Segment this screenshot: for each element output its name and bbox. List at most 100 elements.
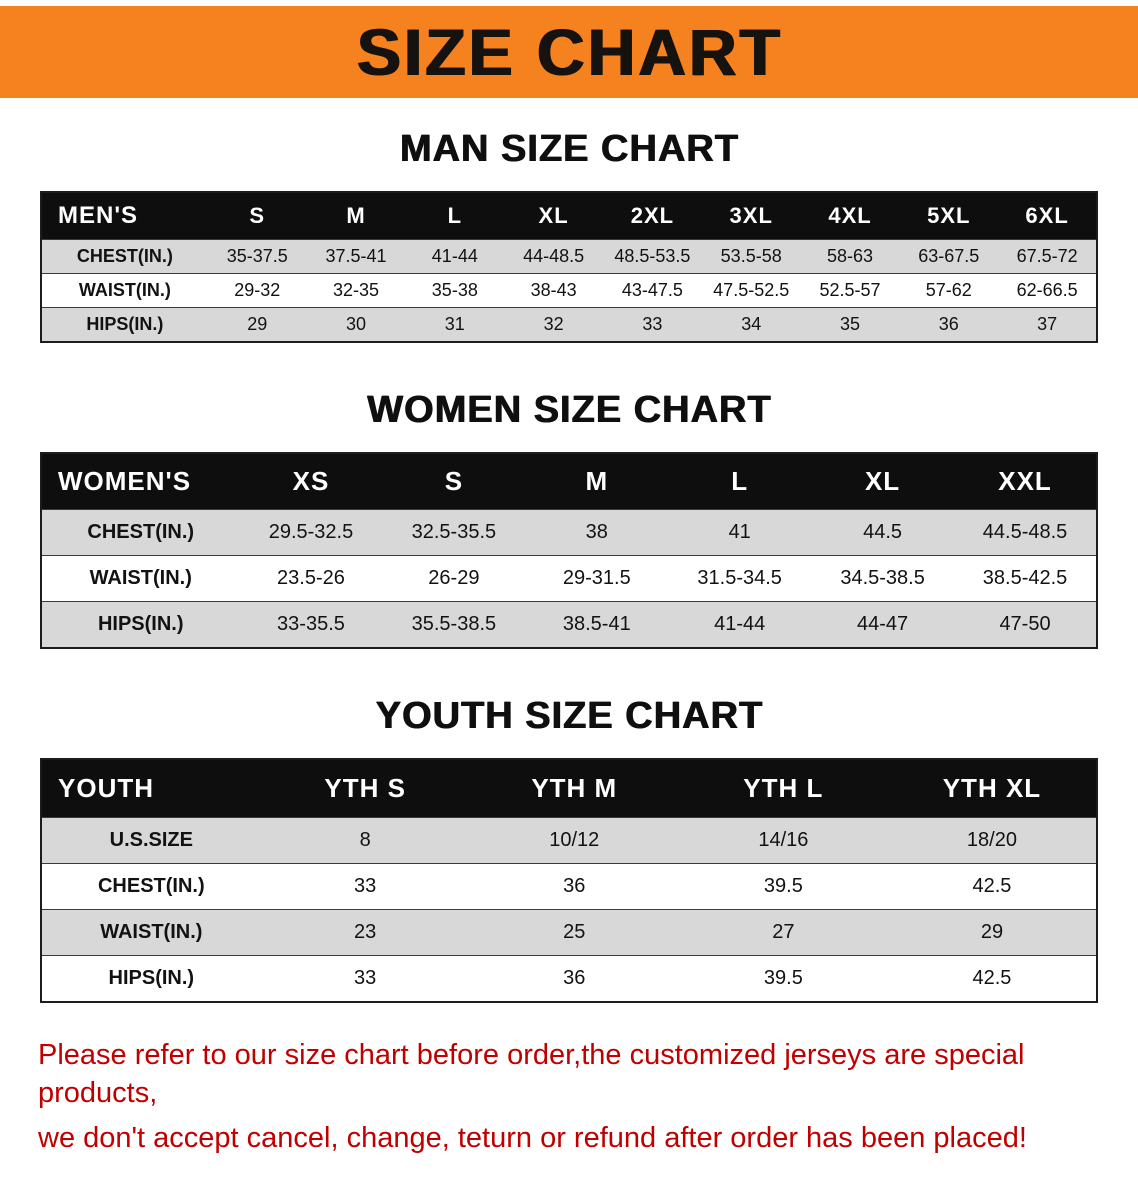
size-column-header: XXL bbox=[954, 453, 1097, 510]
table-row: HIPS(IN.) 33 36 39.5 42.5 bbox=[41, 955, 1097, 1002]
size-value-cell: 10/12 bbox=[469, 817, 679, 864]
size-value-cell: 44-47 bbox=[811, 601, 955, 648]
size-value-cell: 38.5-41 bbox=[525, 601, 669, 648]
size-value-cell: 33 bbox=[260, 863, 470, 910]
size-value-cell: 34.5-38.5 bbox=[811, 555, 955, 602]
banner: SIZE CHART bbox=[0, 6, 1138, 98]
men-size-table: MEN'S S M L XL 2XL 3XL 4XL 5XL 6XL CHEST(IN.) 35-37… bbox=[40, 191, 1098, 343]
size-value-cell: 41 bbox=[668, 509, 812, 556]
size-value-cell: 41-44 bbox=[405, 239, 505, 274]
table-row: CHEST(IN.) 35-37.5 37.5-41 41-44 44-48.5 48.5… bbox=[41, 239, 1097, 274]
size-value-cell: 39.5 bbox=[678, 863, 888, 910]
size-column-header: M bbox=[525, 453, 669, 510]
youth-size-heading: YOUTH SIZE CHART bbox=[375, 695, 763, 737]
table-header-row: MEN'S S M L XL 2XL 3XL 4XL 5XL 6XL bbox=[41, 192, 1097, 240]
youth-size-table: YOUTH YTH S YTH M YTH L YTH XL U.S.SIZE 8 10/12… bbox=[40, 758, 1098, 1003]
men-size-section: MAN SIZE CHART MEN'S S M L XL 2XL 3XL 4XL 5XL 6XL… bbox=[0, 128, 1138, 343]
size-value-cell: 23 bbox=[260, 909, 470, 956]
table-corner-label: WOMEN'S bbox=[41, 453, 240, 510]
size-value-cell: 33 bbox=[260, 955, 470, 1002]
size-value-cell: 37.5-41 bbox=[306, 239, 406, 274]
size-column-header: YTH XL bbox=[887, 759, 1097, 818]
table-corner-label: MEN'S bbox=[41, 192, 208, 240]
row-label: HIPS(IN.) bbox=[41, 955, 261, 1002]
size-value-cell: 42.5 bbox=[887, 863, 1097, 910]
size-value-cell: 44.5 bbox=[811, 509, 955, 556]
size-column-header: S bbox=[382, 453, 526, 510]
size-value-cell: 32.5-35.5 bbox=[382, 509, 526, 556]
size-value-cell: 25 bbox=[469, 909, 679, 956]
size-value-cell: 32-35 bbox=[306, 273, 406, 308]
size-column-header: YTH L bbox=[678, 759, 888, 818]
size-value-cell: 32 bbox=[504, 307, 604, 342]
size-column-header: S bbox=[207, 192, 307, 240]
size-value-cell: 31 bbox=[405, 307, 505, 342]
size-value-cell: 52.5-57 bbox=[800, 273, 900, 308]
size-value-cell: 35.5-38.5 bbox=[382, 601, 526, 648]
size-column-header: 5XL bbox=[899, 192, 999, 240]
size-value-cell: 29-31.5 bbox=[525, 555, 669, 602]
size-value-cell: 23.5-26 bbox=[239, 555, 383, 602]
row-label: CHEST(IN.) bbox=[41, 239, 208, 274]
size-value-cell: 57-62 bbox=[899, 273, 999, 308]
size-value-cell: 31.5-34.5 bbox=[668, 555, 812, 602]
size-column-header: L bbox=[405, 192, 505, 240]
size-value-cell: 42.5 bbox=[887, 955, 1097, 1002]
size-column-header: YTH M bbox=[469, 759, 679, 818]
size-value-cell: 33 bbox=[603, 307, 702, 342]
size-value-cell: 29-32 bbox=[207, 273, 307, 308]
size-value-cell: 47.5-52.5 bbox=[701, 273, 801, 308]
size-value-cell: 58-63 bbox=[800, 239, 900, 274]
size-column-header: L bbox=[668, 453, 812, 510]
size-column-header: XS bbox=[239, 453, 383, 510]
size-value-cell: 44.5-48.5 bbox=[954, 509, 1097, 556]
size-value-cell: 8 bbox=[260, 817, 470, 864]
size-value-cell: 47-50 bbox=[954, 601, 1097, 648]
disclaimer-line-2: we don't accept cancel, change, teturn o… bbox=[38, 1122, 1027, 1155]
table-row: CHEST(IN.) 33 36 39.5 42.5 bbox=[41, 863, 1097, 910]
size-value-cell: 67.5-72 bbox=[998, 239, 1097, 274]
size-value-cell: 14/16 bbox=[678, 817, 888, 864]
row-label: HIPS(IN.) bbox=[41, 601, 240, 648]
table-header-row: YOUTH YTH S YTH M YTH L YTH XL bbox=[41, 759, 1097, 818]
row-label: WAIST(IN.) bbox=[41, 909, 261, 956]
size-value-cell: 36 bbox=[469, 863, 679, 910]
table-row: U.S.SIZE 8 10/12 14/16 18/20 bbox=[41, 817, 1097, 864]
table-row: HIPS(IN.) 33-35.5 35.5-38.5 38.5-41 41-44 44-… bbox=[41, 601, 1097, 648]
disclaimer-line-1: Please refer to our size chart before or… bbox=[38, 1039, 1025, 1109]
size-value-cell: 62-66.5 bbox=[998, 273, 1097, 308]
table-row: WAIST(IN.) 23 25 27 29 bbox=[41, 909, 1097, 956]
size-value-cell: 35 bbox=[800, 307, 900, 342]
table-row: CHEST(IN.) 29.5-32.5 32.5-35.5 38 41 44.5 44.5… bbox=[41, 509, 1097, 556]
size-value-cell: 36 bbox=[469, 955, 679, 1002]
size-value-cell: 41-44 bbox=[668, 601, 812, 648]
size-column-header: 6XL bbox=[998, 192, 1097, 240]
size-column-header: XL bbox=[504, 192, 604, 240]
size-value-cell: 30 bbox=[306, 307, 406, 342]
row-label: WAIST(IN.) bbox=[41, 273, 208, 308]
size-value-cell: 29.5-32.5 bbox=[239, 509, 383, 556]
row-label: CHEST(IN.) bbox=[41, 509, 240, 556]
size-value-cell: 29 bbox=[887, 909, 1097, 956]
row-label: WAIST(IN.) bbox=[41, 555, 240, 602]
size-value-cell: 36 bbox=[899, 307, 999, 342]
size-value-cell: 18/20 bbox=[887, 817, 1097, 864]
women-size-table: WOMEN'S XS S M L XL XXL CHEST(IN.) 29.5-32.5 32.5… bbox=[40, 452, 1098, 649]
row-label: HIPS(IN.) bbox=[41, 307, 208, 342]
size-value-cell: 27 bbox=[678, 909, 888, 956]
size-column-header: 3XL bbox=[701, 192, 801, 240]
table-row: WAIST(IN.) 23.5-26 26-29 29-31.5 31.5-34.5 34… bbox=[41, 555, 1097, 602]
disclaimer: Please refer to our size chart before or… bbox=[0, 1037, 1138, 1158]
size-value-cell: 35-37.5 bbox=[207, 239, 307, 274]
size-value-cell: 34 bbox=[701, 307, 801, 342]
row-label: CHEST(IN.) bbox=[41, 863, 261, 910]
row-label: U.S.SIZE bbox=[41, 817, 261, 864]
size-value-cell: 63-67.5 bbox=[899, 239, 999, 274]
men-size-heading: MAN SIZE CHART bbox=[399, 128, 739, 170]
size-value-cell: 53.5-58 bbox=[701, 239, 801, 274]
size-column-header: M bbox=[306, 192, 406, 240]
size-column-header: YTH S bbox=[260, 759, 470, 818]
size-value-cell: 29 bbox=[207, 307, 307, 342]
size-value-cell: 33-35.5 bbox=[239, 601, 383, 648]
size-value-cell: 26-29 bbox=[382, 555, 526, 602]
